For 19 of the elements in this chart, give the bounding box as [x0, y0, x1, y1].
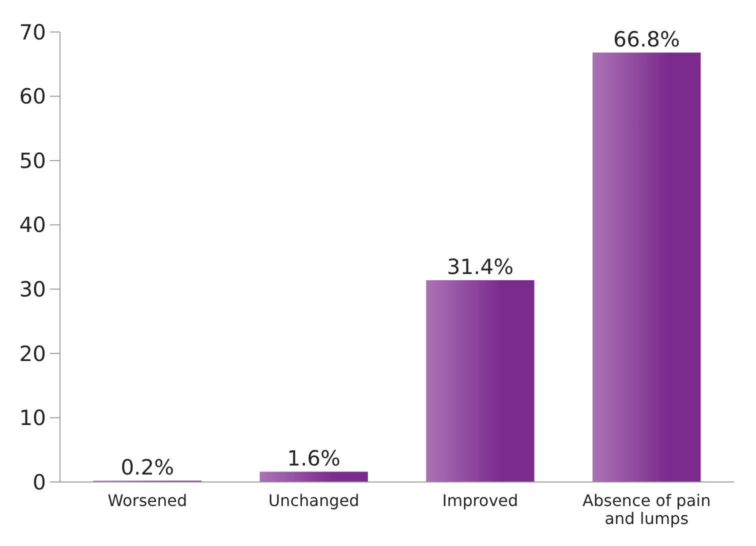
y-tick-label: 50 — [19, 148, 46, 173]
y-tick-label: 60 — [19, 84, 46, 109]
y-tick-label: 20 — [19, 342, 46, 366]
y-tick-label: 40 — [19, 213, 46, 238]
x-tick-label: Worsened — [108, 491, 188, 510]
x-tick-label: Absence of pain and lumps — [582, 491, 711, 528]
x-tick-label: Improved — [442, 491, 518, 510]
x-tick-label: Unchanged — [268, 491, 360, 510]
y-tick-label: 30 — [19, 277, 46, 302]
y-tick-label: 0 — [32, 470, 46, 494]
data-label: 66.8% — [613, 28, 680, 52]
bar — [426, 280, 534, 482]
y-tick-label: 10 — [19, 406, 46, 430]
data-label: 1.6% — [287, 446, 340, 471]
y-tick-label: 70 — [19, 20, 46, 44]
bar — [260, 472, 368, 482]
data-label: 0.2% — [120, 456, 174, 480]
bar — [592, 52, 701, 482]
data-label: 31.4% — [446, 255, 514, 280]
